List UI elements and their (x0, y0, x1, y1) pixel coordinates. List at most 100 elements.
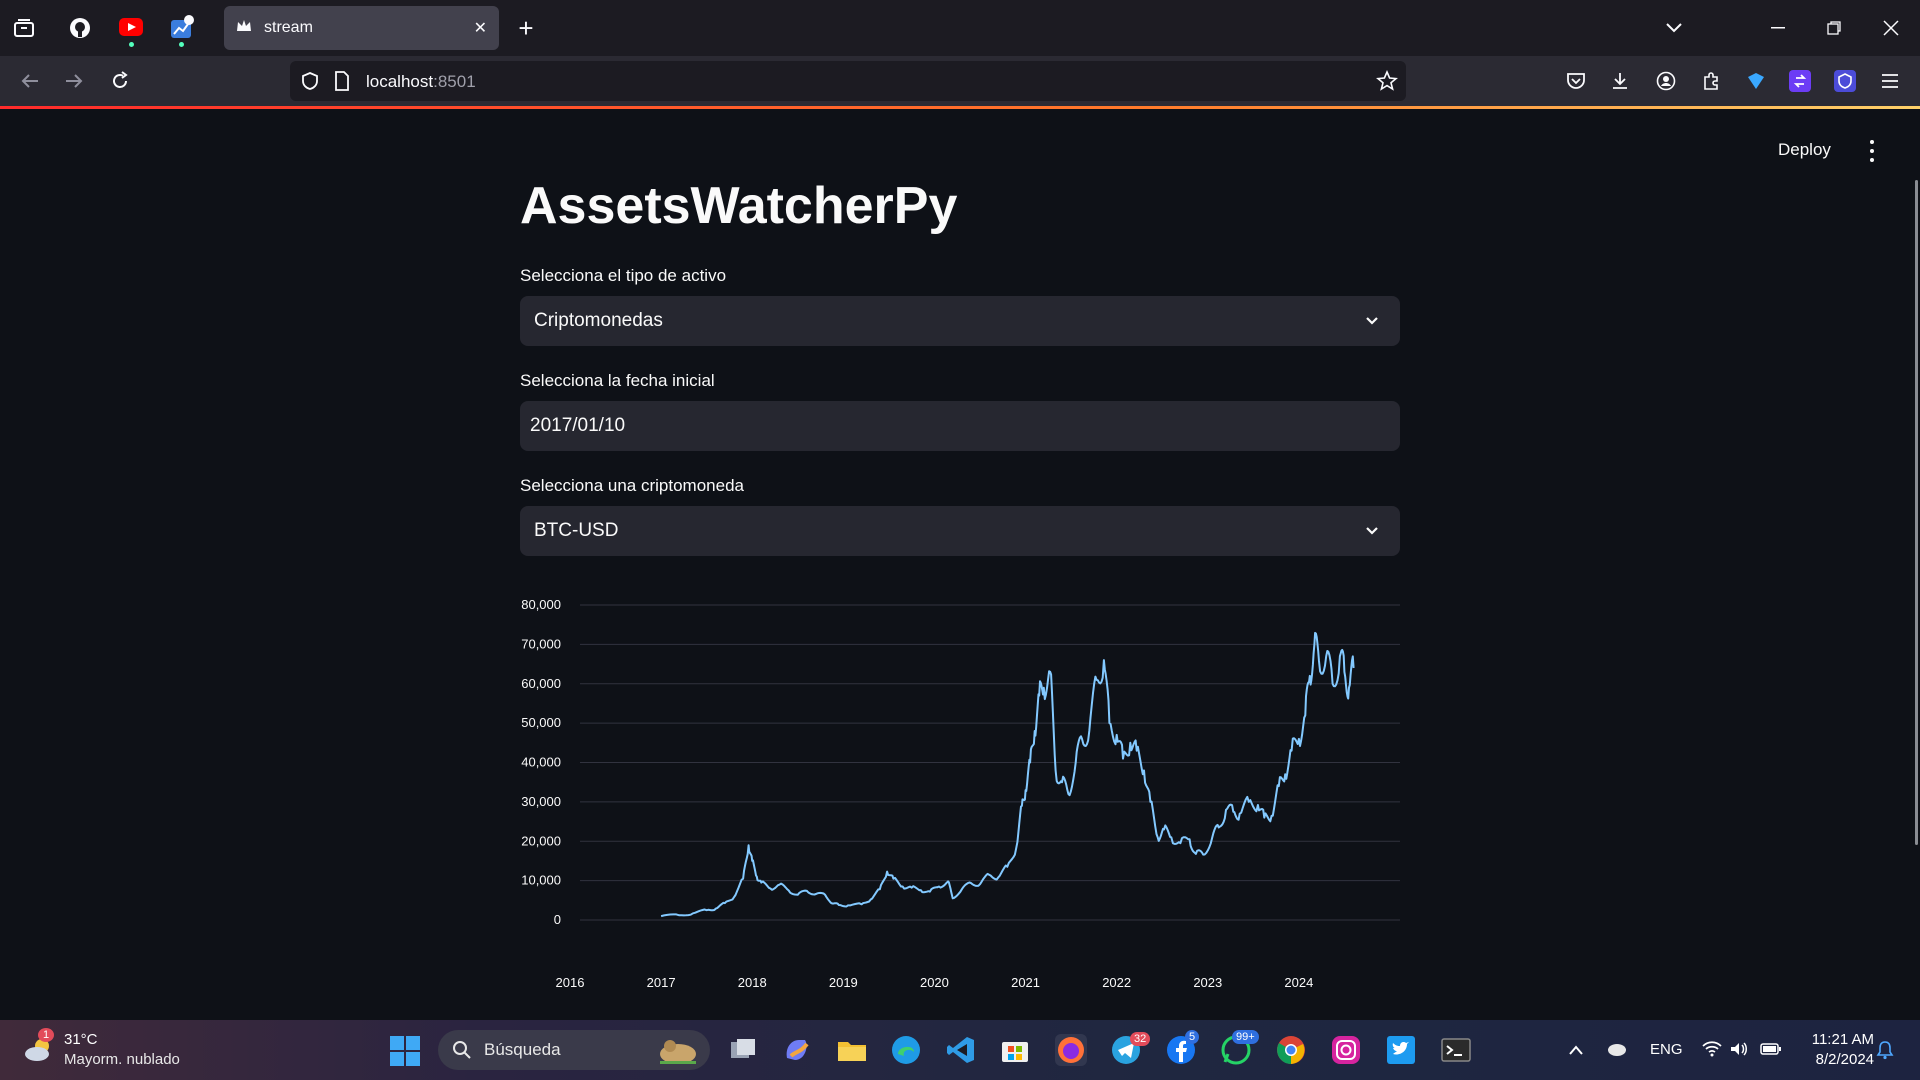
telegram-badge: 32 (1130, 1032, 1151, 1046)
shield-icon[interactable] (300, 71, 320, 96)
twitter-icon[interactable] (1385, 1034, 1417, 1066)
url-host: localhost (366, 72, 434, 91)
streamlit-crown-icon (236, 19, 252, 38)
instagram-icon[interactable] (1330, 1034, 1362, 1066)
asset-type-label: Selecciona el tipo de activo (520, 266, 727, 285)
y-tick-label: 70,000 (521, 636, 561, 651)
weather-icon[interactable] (22, 1034, 56, 1069)
ms-store-icon[interactable] (999, 1034, 1031, 1066)
y-tick-label: 0 (554, 912, 561, 927)
volume-icon[interactable] (1729, 1041, 1749, 1062)
copilot-icon[interactable] (781, 1034, 813, 1066)
url-text[interactable]: localhost:8501 (366, 72, 476, 92)
url-port: :8501 (433, 72, 476, 91)
language-indicator[interactable]: ENG (1650, 1041, 1683, 1058)
deploy-button[interactable]: Deploy (1778, 140, 1831, 159)
bookmark-star-icon[interactable] (1376, 69, 1398, 97)
file-explorer-icon[interactable] (836, 1034, 868, 1066)
x-tick-label: 2018 (738, 975, 767, 990)
youtube-pinned-tab-icon[interactable] (117, 16, 145, 38)
edge-icon[interactable] (890, 1034, 922, 1066)
y-tick-label: 10,000 (521, 873, 561, 888)
stocks-pinned-tab-icon[interactable] (167, 12, 197, 42)
privacy-extension-icon[interactable] (1831, 67, 1859, 95)
vpn-extension-icon[interactable] (1742, 67, 1770, 95)
page-scrollbar[interactable] (1915, 180, 1918, 845)
pocket-icon[interactable] (1562, 67, 1590, 95)
x-tick-label: 2024 (1284, 975, 1313, 990)
y-tick-label: 80,000 (521, 597, 561, 612)
tab-manager-icon[interactable] (10, 14, 38, 42)
close-tab-icon[interactable]: ✕ (473, 20, 487, 37)
taskbar-search[interactable]: Búsqueda (438, 1030, 710, 1070)
tab-stream[interactable]: stream ✕ (224, 6, 499, 50)
minimize-icon[interactable] (1764, 14, 1792, 42)
chrome-icon[interactable] (1275, 1034, 1307, 1066)
x-tick-label: 2017 (647, 975, 676, 990)
new-tab-icon[interactable]: + (518, 12, 534, 43)
notification-bell-icon[interactable] (1876, 1040, 1894, 1065)
wifi-icon[interactable] (1702, 1041, 1722, 1062)
account-icon[interactable] (1652, 67, 1680, 95)
x-tick-label: 2019 (829, 975, 858, 990)
chevron-down-icon[interactable] (1362, 520, 1382, 540)
youtube-tab-indicator (129, 42, 134, 47)
weather-badge: 1 (38, 1028, 55, 1042)
stocks-tab-indicator (179, 42, 184, 47)
extensions-icon[interactable] (1697, 67, 1725, 95)
task-view-icon[interactable] (727, 1034, 759, 1066)
restore-icon[interactable] (1820, 14, 1848, 42)
asset-type-value: Criptomonedas (534, 310, 663, 331)
facebook-badge: 5 (1185, 1030, 1200, 1044)
x-tick-label: 2021 (1011, 975, 1040, 990)
close-window-icon[interactable] (1877, 14, 1905, 42)
downloads-icon[interactable] (1606, 67, 1634, 95)
list-all-tabs-icon[interactable] (1660, 14, 1688, 42)
page-title: AssetsWatcherPy (520, 177, 958, 235)
vscode-icon[interactable] (945, 1034, 977, 1066)
clock-time[interactable]: 11:21 AM (1811, 1031, 1874, 1048)
start-date-label: Selecciona la fecha inicial (520, 371, 715, 390)
x-tick-label: 2016 (556, 975, 585, 990)
chart-svg[interactable]: 0 10,000 20,000 30,000 40,000 50,000 60,000 70,… (520, 590, 1400, 1000)
start-date-input[interactable]: 2017/01/10 (520, 401, 1400, 451)
search-highlight-icon (656, 1034, 700, 1071)
search-placeholder: Búsqueda (484, 1040, 561, 1059)
weather-temperature[interactable]: 31°C (64, 1031, 98, 1048)
price-line-chart[interactable]: 0 10,000 20,000 30,000 40,000 50,000 60,000 70,… (520, 590, 1400, 1000)
sync-extension-icon[interactable] (1786, 67, 1814, 95)
browser-nav-bar: localhost:8501 (0, 56, 1920, 107)
chevron-down-icon[interactable] (1362, 310, 1382, 330)
back-icon[interactable] (16, 67, 44, 95)
y-tick-label: 40,000 (521, 755, 561, 770)
page-info-icon[interactable] (334, 71, 350, 96)
crypto-select[interactable]: BTC-USD (520, 506, 1400, 556)
search-icon (452, 1040, 472, 1065)
browser-tab-bar: stream ✕ + (0, 0, 1920, 56)
asset-type-select[interactable]: Criptomonedas (520, 296, 1400, 346)
show-hidden-icons-icon[interactable] (1568, 1043, 1584, 1061)
start-date-value: 2017/01/10 (530, 415, 626, 436)
windows-start-icon[interactable] (390, 1036, 420, 1071)
y-tick-label: 20,000 (521, 833, 561, 848)
crypto-label: Selecciona una criptomoneda (520, 476, 744, 495)
price-series-line[interactable] (660, 631, 1355, 918)
forward-icon[interactable] (60, 67, 88, 95)
crypto-value: BTC-USD (534, 520, 619, 541)
battery-icon[interactable] (1760, 1042, 1782, 1061)
y-tick-label: 30,000 (521, 794, 561, 809)
reload-icon[interactable] (106, 67, 134, 95)
main-menu-icon[interactable] (1862, 140, 1882, 162)
onedrive-icon[interactable] (1605, 1040, 1627, 1063)
x-tick-label: 2020 (920, 975, 949, 990)
github-pinned-tab-icon[interactable] (66, 14, 94, 42)
weather-description[interactable]: Mayorm. nublado (64, 1051, 180, 1068)
terminal-icon[interactable] (1440, 1034, 1472, 1066)
clock-date[interactable]: 8/2/2024 (1815, 1051, 1874, 1068)
whatsapp-badge: 99+ (1232, 1030, 1259, 1044)
address-bar[interactable]: localhost:8501 (290, 61, 1406, 101)
menu-icon[interactable] (1876, 67, 1904, 95)
firefox-icon[interactable] (1055, 1034, 1087, 1066)
x-tick-label: 2022 (1102, 975, 1131, 990)
tab-title: stream (264, 19, 313, 36)
